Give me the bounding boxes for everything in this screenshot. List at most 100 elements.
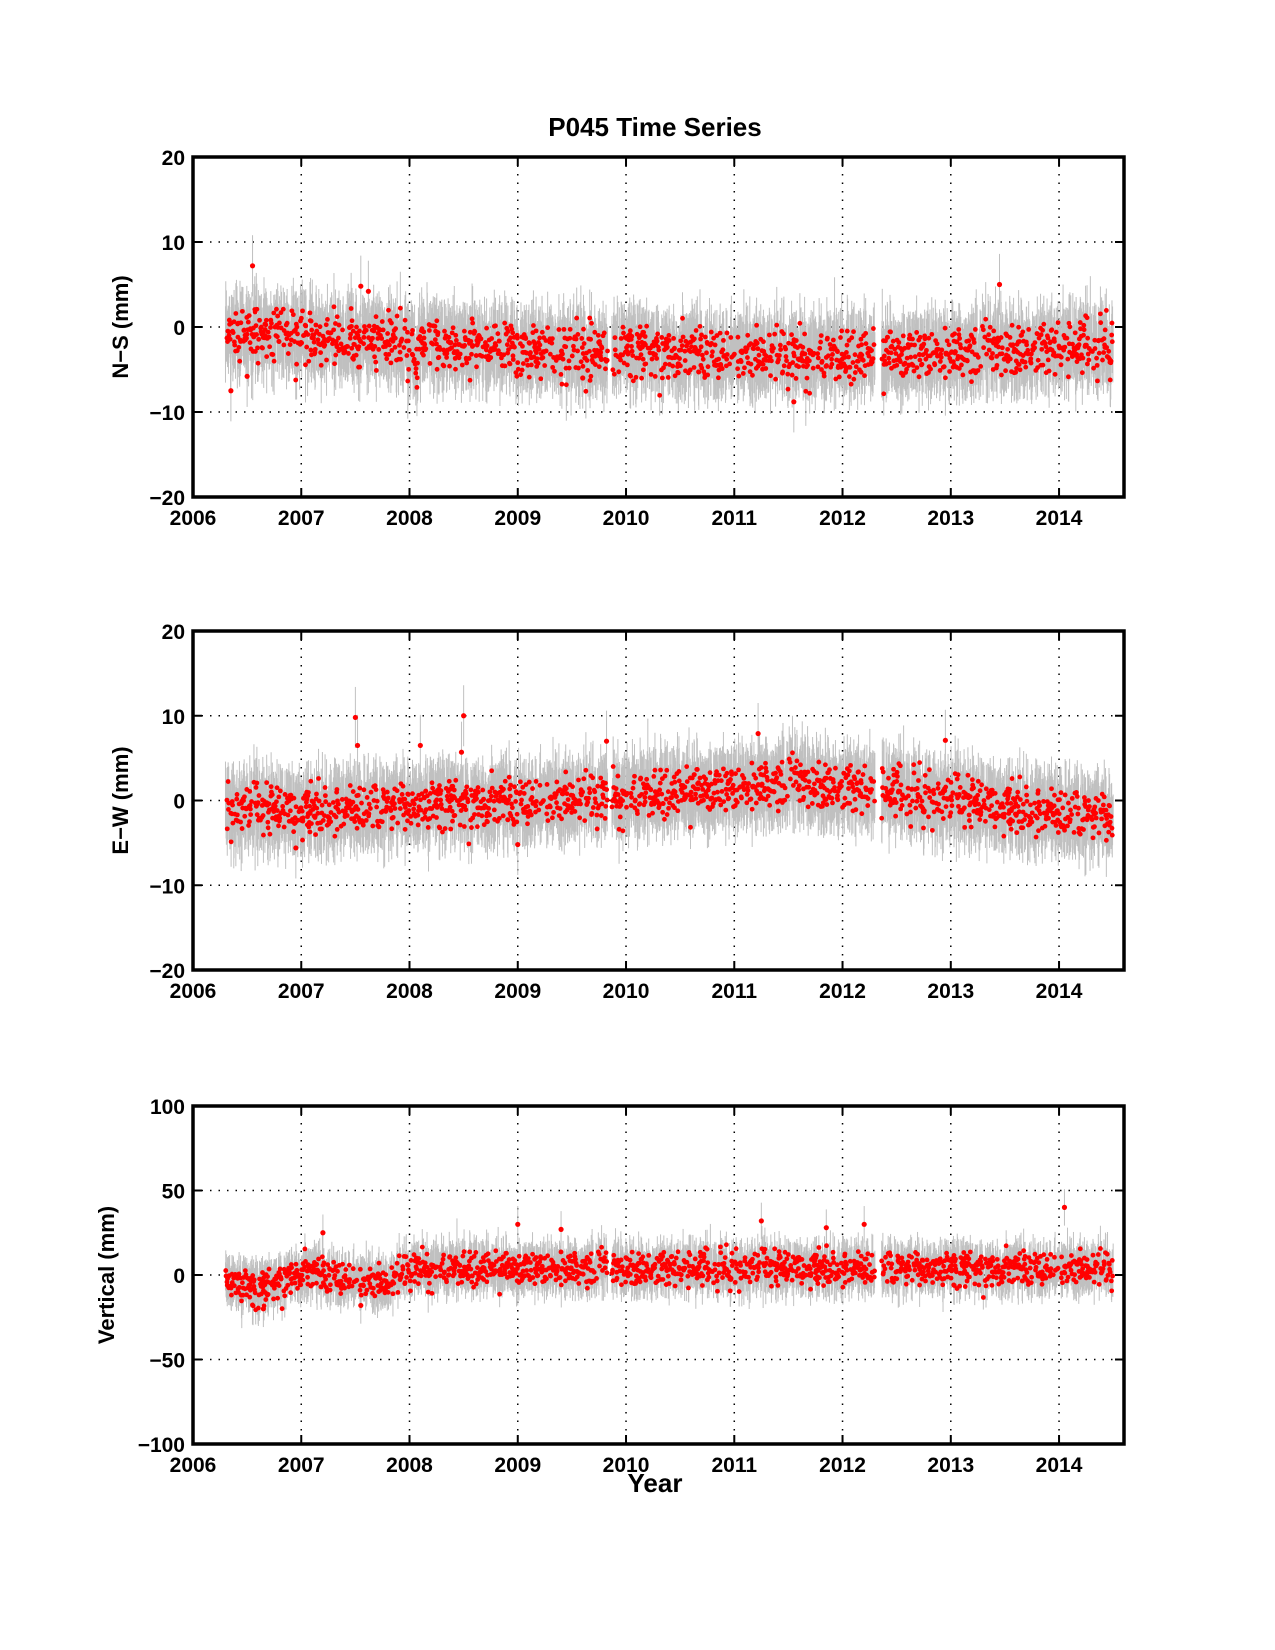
data-point: [260, 345, 265, 351]
data-point: [533, 328, 539, 334]
data-point: [1013, 369, 1019, 375]
data-point: [738, 359, 744, 365]
data-point: [1085, 351, 1091, 357]
data-point: [620, 324, 626, 330]
data-point: [348, 332, 353, 337]
data-point: [1107, 377, 1113, 383]
data-point: [567, 335, 573, 341]
data-point: [306, 358, 312, 364]
data-point: [665, 375, 671, 380]
data-point: [745, 355, 750, 360]
data-point: [858, 336, 864, 342]
data-point: [967, 343, 973, 349]
data-point: [547, 351, 553, 357]
data-point: [502, 363, 508, 369]
data-point: [442, 328, 447, 334]
data-point: [796, 364, 802, 370]
data-point: [527, 340, 532, 346]
data-point: [331, 327, 337, 333]
data-point: [709, 353, 715, 359]
data-point: [639, 375, 645, 381]
data-point: [598, 357, 604, 363]
data-point: [998, 335, 1004, 340]
data-point: [630, 378, 636, 384]
data-point: [830, 337, 836, 343]
data-point: [890, 338, 896, 344]
data-point: [786, 340, 792, 346]
data-point: [805, 362, 810, 368]
data-point: [1104, 345, 1110, 350]
data-point: [1062, 344, 1068, 350]
data-point: [952, 331, 957, 337]
data-point: [596, 364, 602, 370]
data-point: [1084, 315, 1090, 321]
data-point: [897, 359, 903, 365]
x-tick-label: 2006: [170, 507, 217, 530]
data-point: [1038, 332, 1044, 338]
data-point: [1077, 320, 1083, 325]
data-point: [859, 342, 864, 348]
data-point: [881, 353, 887, 359]
data-point: [699, 352, 705, 358]
data-point: [525, 362, 531, 368]
data-point: [1109, 320, 1115, 326]
data-point: [649, 356, 655, 362]
data-point: [313, 322, 319, 328]
data-point: [388, 360, 394, 366]
data-point: [1081, 327, 1087, 333]
data-point: [946, 342, 952, 348]
data-point: [727, 361, 733, 367]
data-point: [624, 362, 630, 368]
data-point: [592, 362, 598, 367]
data-point: [453, 366, 458, 372]
data-point: [892, 346, 898, 352]
data-point: [357, 328, 362, 334]
data-point: [784, 358, 789, 364]
data-point: [493, 323, 498, 329]
data-point: [484, 325, 489, 331]
data-point: [678, 347, 684, 353]
data-point: [437, 347, 443, 352]
data-point: [618, 357, 623, 363]
data-point: [821, 373, 827, 379]
data-point: [714, 333, 720, 338]
figure-title: P045 Time Series: [548, 112, 761, 142]
data-point: [537, 342, 543, 348]
data-point: [790, 360, 796, 365]
data-point: [421, 352, 426, 358]
data-point: [626, 350, 631, 356]
data-point: [687, 367, 693, 373]
data-point: [721, 337, 726, 343]
data-point: [1070, 341, 1075, 347]
data-point: [777, 342, 783, 348]
data-point: [386, 352, 392, 357]
data-point: [402, 317, 408, 323]
y-tick-label: −10: [149, 402, 185, 425]
data-point: [373, 314, 379, 320]
data-point: [449, 330, 455, 336]
outlier-point: [244, 373, 250, 379]
data-point: [655, 331, 661, 337]
data-point: [405, 329, 410, 335]
data-point: [464, 360, 470, 366]
data-point: [449, 345, 455, 351]
data-point: [448, 340, 454, 345]
data-point: [397, 349, 403, 355]
data-point: [567, 326, 573, 332]
data-point: [843, 366, 849, 372]
data-point: [399, 336, 405, 342]
data-point: [679, 343, 685, 349]
data-point: [926, 335, 932, 341]
data-point: [271, 310, 277, 316]
data-point: [515, 335, 520, 341]
data-point: [889, 343, 895, 349]
data-point: [711, 335, 717, 341]
data-point: [924, 347, 929, 353]
data-point: [724, 356, 730, 362]
data-point: [560, 356, 566, 362]
outlier-point: [580, 375, 586, 381]
data-point: [767, 354, 773, 360]
x-tick-label: 2011: [711, 507, 757, 530]
data-point: [556, 327, 562, 332]
data-point: [257, 317, 262, 323]
